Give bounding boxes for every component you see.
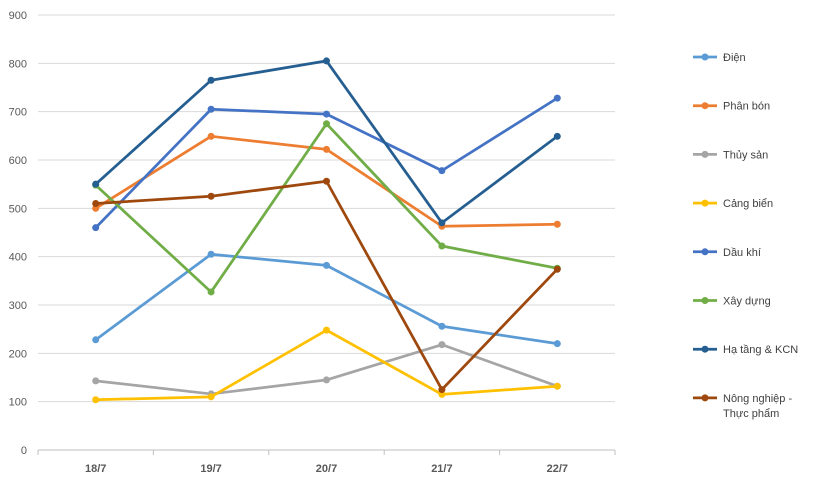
data-point [438, 390, 446, 398]
y-tick-label: 900 [9, 10, 27, 22]
series-2 [92, 341, 561, 398]
legend-swatch-marker [701, 150, 709, 158]
series-0 [92, 250, 561, 348]
legend-item: Thủy sản [693, 149, 768, 161]
legend-swatch-marker [701, 102, 709, 110]
legend-swatch-marker [701, 297, 709, 304]
legend-swatch-marker [701, 53, 709, 61]
x-tick-label: 18/7 [85, 463, 106, 475]
data-point [207, 250, 215, 258]
legend-item: Điện [693, 52, 746, 64]
data-point [553, 220, 561, 228]
data-point [323, 145, 330, 153]
data-point [323, 326, 330, 334]
data-point [438, 386, 446, 394]
y-tick-label: 800 [9, 58, 27, 70]
y-tick-label: 400 [9, 252, 27, 264]
legend-item: Dầu khí [693, 247, 761, 259]
legend-label: Thực phẩm [723, 408, 779, 420]
legend-label: Cảng biển [723, 198, 773, 210]
y-axis-ticks: 0 100 200 300 400 500 600 700 800 900 [9, 10, 27, 457]
x-tick-label: 22/7 [547, 463, 568, 475]
series-1 [92, 132, 561, 230]
data-point [207, 393, 215, 401]
x-tick-label: 21/7 [431, 463, 452, 475]
data-point [92, 204, 100, 212]
data-point [553, 265, 561, 273]
data-point [92, 200, 100, 207]
data-point [207, 76, 215, 84]
x-tick-label: 20/7 [316, 463, 337, 475]
data-point [323, 120, 330, 128]
data-point [553, 382, 561, 390]
data-point [92, 377, 100, 385]
data-point [553, 132, 561, 140]
data-point [323, 177, 330, 185]
data-point [207, 105, 215, 113]
data-point [92, 180, 100, 188]
gridlines [38, 14, 615, 403]
y-tick-label: 300 [9, 300, 27, 312]
legend-swatch-marker [701, 394, 709, 402]
legend-label: Điện [723, 52, 746, 64]
legend-item: Cảng biển [693, 198, 773, 210]
data-point [438, 322, 446, 330]
legend-item: Nông nghiệp - Thực phẩm [693, 393, 792, 420]
legend-item: Xây dựng [693, 296, 771, 308]
data-point [207, 288, 215, 296]
data-point [92, 396, 100, 404]
y-tick-label: 200 [9, 348, 27, 360]
y-tick-label: 700 [9, 107, 27, 119]
legend-item: Hạ tầng & KCN [693, 344, 798, 356]
legend-swatch-marker [701, 345, 709, 353]
legend: Điện Phân bón Thủy sản Cảng biển Dầu khí Xây … [693, 52, 798, 420]
x-axis: 18/7 19/7 20/7 21/7 22/7 [37, 449, 616, 475]
data-point [438, 219, 446, 227]
data-point [323, 57, 330, 65]
series-7 [92, 177, 561, 394]
legend-label: Xây dựng [723, 296, 771, 308]
series-line [94, 343, 559, 396]
data-point [323, 376, 330, 384]
data-point [553, 94, 561, 102]
data-point [438, 167, 446, 175]
data-point [207, 192, 215, 200]
legend-label: Dầu khí [723, 247, 761, 259]
legend-label: Nông nghiệp - [723, 393, 792, 405]
data-point [92, 224, 100, 232]
legend-label: Hạ tầng & KCN [723, 344, 798, 356]
y-tick-label: 500 [9, 203, 27, 215]
legend-swatch-marker [701, 248, 709, 256]
series-line [94, 179, 559, 391]
legend-label: Phân bón [723, 101, 770, 113]
data-point [323, 261, 330, 269]
y-tick-label: 600 [9, 155, 27, 167]
data-point [323, 110, 330, 118]
y-tick-label: 0 [21, 445, 27, 457]
y-tick-label: 100 [9, 397, 27, 409]
data-point [438, 242, 446, 250]
data-point [92, 336, 100, 344]
legend-item: Phân bón [693, 101, 770, 113]
legend-swatch-marker [701, 199, 709, 207]
series-4 [92, 94, 561, 232]
data-point [553, 340, 561, 348]
data-point [438, 341, 446, 349]
series-3 [92, 326, 561, 404]
series-6 [92, 57, 561, 227]
legend-label: Thủy sản [723, 149, 768, 161]
series-lines [92, 57, 561, 404]
x-tick-label: 19/7 [200, 463, 221, 475]
data-point [207, 132, 215, 140]
